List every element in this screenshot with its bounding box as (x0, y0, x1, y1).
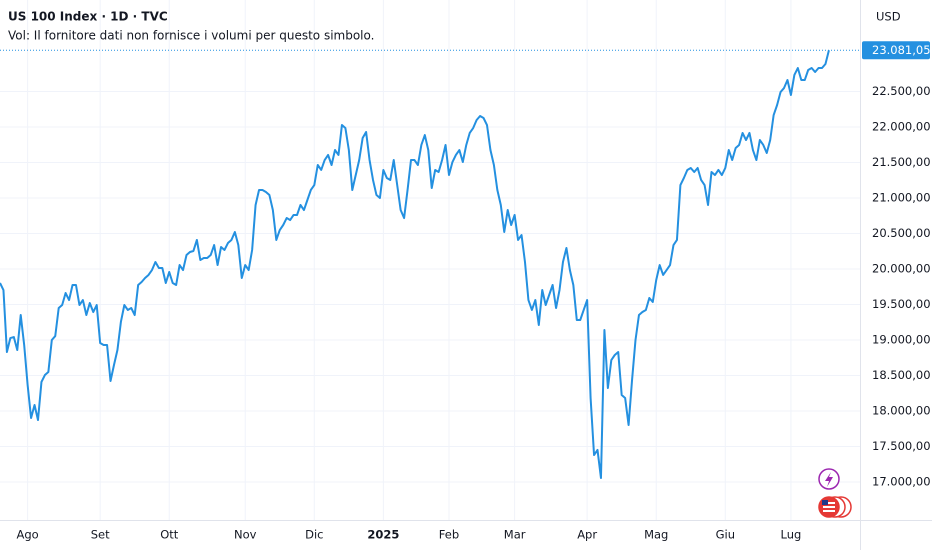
x-tick-label: Dic (305, 528, 323, 542)
icon-events[interactable] (818, 496, 852, 518)
x-tick-label: 2025 (367, 528, 399, 542)
y-tick-label: 20.500,00 (872, 226, 931, 240)
y-tick-label: 18.500,00 (872, 368, 931, 382)
y-tick-label: 18.000,00 (872, 404, 931, 418)
price-line (0, 50, 830, 480)
chart-subtitle: Vol: Il fornitore dati non fornisce i vo… (8, 29, 374, 43)
x-tick-label: Mag (644, 528, 668, 542)
y-tick-label: 21.000,00 (872, 191, 931, 205)
x-tick-label: Apr (577, 528, 597, 542)
x-tick-label: Nov (234, 528, 257, 542)
y-tick-label: 19.500,00 (872, 297, 931, 311)
x-tick-label: Lug (781, 528, 802, 542)
x-tick-label: Giu (716, 528, 735, 542)
y-tick-label: 20.000,00 (872, 262, 931, 276)
icon-flash[interactable] (818, 468, 840, 490)
y-tick-label: 19.000,00 (872, 333, 931, 347)
x-tick-label: Feb (439, 528, 459, 542)
x-tick-label: Mar (504, 528, 526, 542)
y-tick-label: 17.000,00 (872, 475, 931, 489)
price-tag (862, 41, 930, 60)
chart-title: US 100 Index · 1D · TVC (8, 10, 168, 24)
y-tick-label: 22.000,00 (872, 120, 931, 134)
currency-label: USD (876, 10, 901, 24)
x-tick-label: Ago (17, 528, 39, 542)
x-tick-label: Ott (160, 528, 179, 542)
x-tick-label: Set (91, 528, 110, 542)
y-tick-label: 17.500,00 (872, 439, 931, 453)
y-tick-label: 21.500,00 (872, 155, 931, 169)
price-tag-label: 23.081,05 (872, 43, 931, 57)
y-tick-label: 22.500,00 (872, 84, 931, 98)
